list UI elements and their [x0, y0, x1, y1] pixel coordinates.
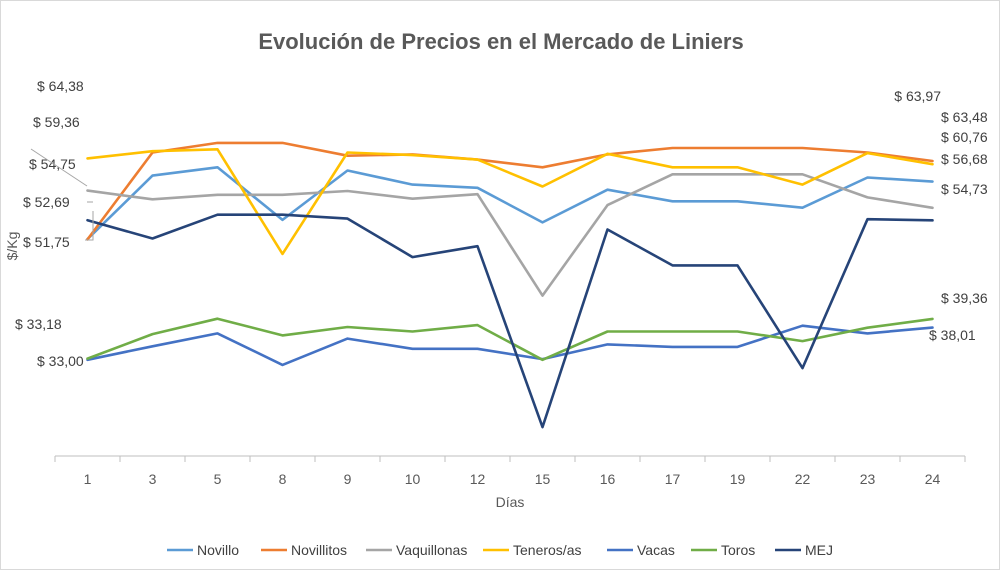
data-label: $ 52,69 [23, 194, 70, 210]
data-label: $ 38,01 [929, 327, 976, 343]
series-line-novillitos [86, 141, 934, 241]
data-label: $ 60,76 [941, 129, 988, 145]
legend-label: Novillitos [291, 542, 347, 558]
legend-label: Teneros/as [513, 542, 581, 558]
legend-label: Toros [721, 542, 755, 558]
legend-label: Novillo [197, 542, 239, 558]
legend: Novillo Novillitos Vaquillonas Teneros/as Va… [167, 542, 833, 558]
series-line-vaquillonas [86, 173, 934, 297]
x-tick-label: 19 [730, 471, 746, 487]
series-line-vacas [86, 324, 934, 367]
series-layer [86, 141, 934, 429]
data-label-leader [85, 211, 94, 241]
data-label: $ 33,00 [37, 353, 84, 369]
series-line-toros [86, 317, 934, 362]
chart-title: Evolución de Precios en el Mercado de Li… [258, 29, 743, 54]
x-tick-label: 16 [600, 471, 616, 487]
series-line-teneros-as [86, 148, 934, 256]
data-label: $ 64,38 [37, 78, 84, 94]
y-axis-title: $/Kg [4, 232, 20, 261]
data-label: $ 59,36 [33, 114, 80, 130]
x-tick-label: 23 [860, 471, 876, 487]
x-tick-label: 8 [279, 471, 287, 487]
data-label: $ 63,48 [941, 109, 988, 125]
x-tick-label: 10 [405, 471, 421, 487]
data-label: $ 56,68 [941, 151, 988, 167]
x-tick-label: 15 [535, 471, 551, 487]
x-axis: 1 3 5 8 9 10 12 15 16 17 19 22 23 24 [54, 455, 966, 487]
data-label: $ 33,18 [15, 316, 62, 332]
data-label-leader [30, 148, 88, 187]
x-tick-label: 22 [795, 471, 811, 487]
data-label: $ 54,75 [29, 156, 76, 172]
data-label: $ 51,75 [23, 234, 70, 250]
x-tick-label: 3 [149, 471, 157, 487]
x-tick-label: 24 [925, 471, 941, 487]
data-label-layer: $ 64,38 $ 59,36 $ 54,75 $ 52,69 $ 51,75 $ 33,… [15, 78, 988, 369]
x-axis-title: Días [496, 494, 525, 510]
legend-label: Vacas [637, 542, 675, 558]
x-tick-label: 1 [84, 471, 92, 487]
x-tick-label: 9 [344, 471, 352, 487]
x-tick-label: 17 [665, 471, 681, 487]
series-line-mej [86, 213, 934, 429]
legend-label: MEJ [805, 542, 833, 558]
series-line-novillo [86, 166, 934, 241]
data-label: $ 39,36 [941, 290, 988, 306]
data-label: $ 63,97 [894, 88, 941, 104]
x-tick-label: 12 [470, 471, 486, 487]
x-tick-label: 5 [214, 471, 222, 487]
data-label: $ 54,73 [941, 181, 988, 197]
legend-label: Vaquillonas [396, 542, 467, 558]
